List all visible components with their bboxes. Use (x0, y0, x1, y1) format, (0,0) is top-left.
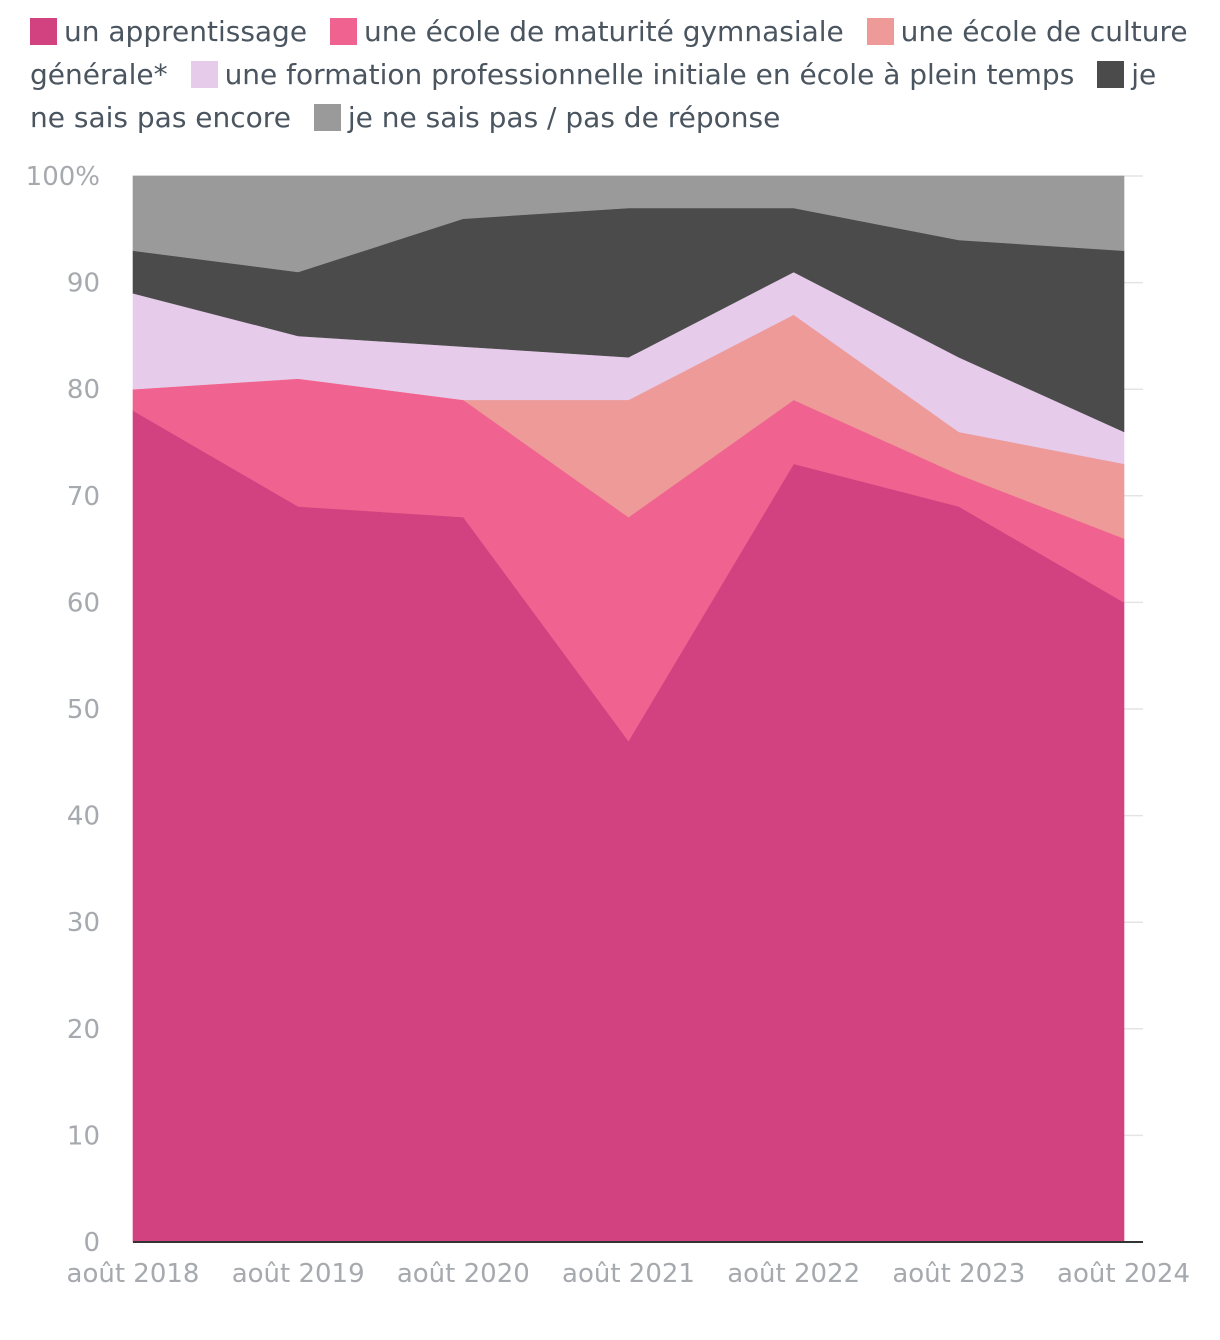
y-tick-label: 100% (26, 162, 100, 192)
legend-label: une école de maturité gymnasiale (363, 15, 844, 48)
legend-item: une école de culture générale* (30, 15, 1188, 91)
legend-swatch (313, 104, 341, 131)
y-tick-label: 10 (67, 1121, 100, 1151)
legend-label: je ne sais pas encore (30, 58, 1157, 134)
y-tick-label: 50 (67, 695, 100, 725)
legend-item: un apprentissage (30, 15, 307, 48)
x-tick-label: août 2024 (1057, 1259, 1190, 1289)
x-tick-label: août 2023 (892, 1259, 1025, 1289)
y-tick-label: 90 (67, 269, 100, 299)
legend-swatch (329, 18, 357, 45)
x-tick-label: août 2019 (232, 1259, 365, 1289)
x-tick-label: août 2018 (67, 1259, 200, 1289)
y-tick-label: 60 (67, 588, 100, 618)
legend-label: une école de culture générale* (30, 15, 1188, 91)
legend-item: je ne sais pas encore (30, 58, 1156, 134)
legend-swatch (866, 18, 894, 45)
x-tick-label: août 2022 (727, 1259, 860, 1289)
area-series (132, 175, 1125, 273)
y-tick-label: 80 (67, 375, 100, 405)
legend-swatch (1097, 61, 1125, 88)
legend-item: une formation professionnelle initiale e… (190, 58, 1075, 91)
legend: un apprentissage une école de maturité g… (30, 10, 1200, 139)
legend-label: un apprentissage (64, 15, 308, 48)
y-tick-label: 70 (67, 482, 100, 512)
legend-item: je ne sais pas / pas de réponse (313, 101, 781, 134)
y-tick-label: 30 (67, 908, 100, 938)
x-tick-label: août 2021 (562, 1259, 695, 1289)
legend-swatch (30, 18, 57, 45)
x-tick-label: août 2020 (397, 1259, 530, 1289)
legend-label: je ne sais pas / pas de réponse (347, 101, 781, 134)
y-tick-label: 0 (83, 1228, 100, 1258)
y-tick-label: 20 (67, 1015, 100, 1045)
legend-swatch (190, 61, 218, 88)
y-tick-label: 40 (67, 802, 100, 832)
legend-label: une formation professionnelle initiale e… (224, 58, 1075, 91)
legend-item: une école de maturité gymnasiale (329, 15, 844, 48)
